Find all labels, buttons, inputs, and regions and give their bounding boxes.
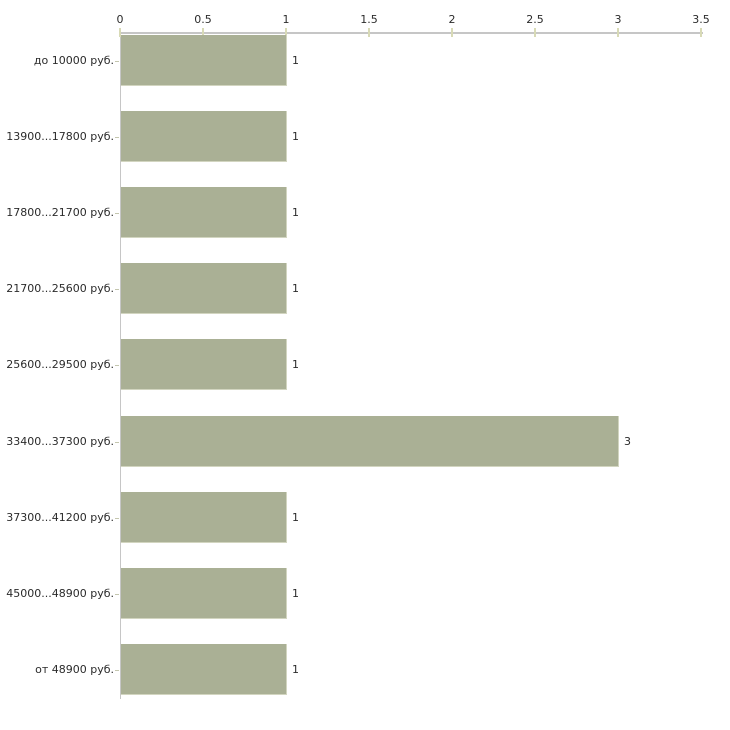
bar-value-label: 1 xyxy=(292,663,299,676)
category-tick-mark xyxy=(115,442,119,443)
category-label: до 10000 руб. xyxy=(33,54,114,67)
x-tick-mark xyxy=(285,28,287,37)
x-tick-mark xyxy=(202,28,204,37)
x-axis-line xyxy=(120,32,703,34)
x-tick-label: 1 xyxy=(282,13,290,26)
bar xyxy=(121,187,287,238)
x-tick-label: 2 xyxy=(448,13,456,26)
category-label: 21700...25600 руб. xyxy=(6,282,114,295)
category-label: 17800...21700 руб. xyxy=(6,206,114,219)
category-tick-mark xyxy=(115,137,119,138)
category-tick-mark xyxy=(115,365,119,366)
category-tick-mark xyxy=(115,594,119,595)
category-tick-mark xyxy=(115,670,119,671)
category-label: 45000...48900 руб. xyxy=(6,587,114,600)
bar-value-label: 1 xyxy=(292,358,299,371)
category-tick-mark xyxy=(115,518,119,519)
bar xyxy=(121,492,287,543)
bar-value-label: 1 xyxy=(292,130,299,143)
category-label: 13900...17800 руб. xyxy=(6,130,114,143)
bar-value-label: 1 xyxy=(292,587,299,600)
bar-value-label: 3 xyxy=(624,435,631,448)
x-tick-mark xyxy=(368,28,370,37)
bar xyxy=(121,35,287,86)
x-tick-mark xyxy=(700,28,702,37)
x-tick-label: 2.5 xyxy=(526,13,544,26)
x-tick-mark xyxy=(451,28,453,37)
bar xyxy=(121,111,287,162)
y-axis-line xyxy=(120,32,121,699)
bar xyxy=(121,644,287,695)
x-tick-mark xyxy=(119,28,121,37)
bar-value-label: 1 xyxy=(292,282,299,295)
bar-value-label: 1 xyxy=(292,206,299,219)
x-tick-label: 0 xyxy=(116,13,124,26)
x-tick-mark xyxy=(534,28,536,37)
category-label: от 48900 руб. xyxy=(35,663,114,676)
category-label: 33400...37300 руб. xyxy=(6,435,114,448)
category-tick-mark xyxy=(115,61,119,62)
category-tick-mark xyxy=(115,213,119,214)
x-tick-mark xyxy=(617,28,619,37)
bar xyxy=(121,568,287,619)
bar xyxy=(121,263,287,314)
bar-value-label: 1 xyxy=(292,511,299,524)
x-tick-label: 1.5 xyxy=(360,13,378,26)
bar xyxy=(121,416,619,467)
x-tick-label: 3 xyxy=(614,13,622,26)
category-label: 25600...29500 руб. xyxy=(6,358,114,371)
x-tick-label: 0.5 xyxy=(194,13,212,26)
bar-value-label: 1 xyxy=(292,54,299,67)
bar xyxy=(121,339,287,390)
x-tick-label: 3.5 xyxy=(692,13,710,26)
category-tick-mark xyxy=(115,289,119,290)
category-label: 37300...41200 руб. xyxy=(6,511,114,524)
